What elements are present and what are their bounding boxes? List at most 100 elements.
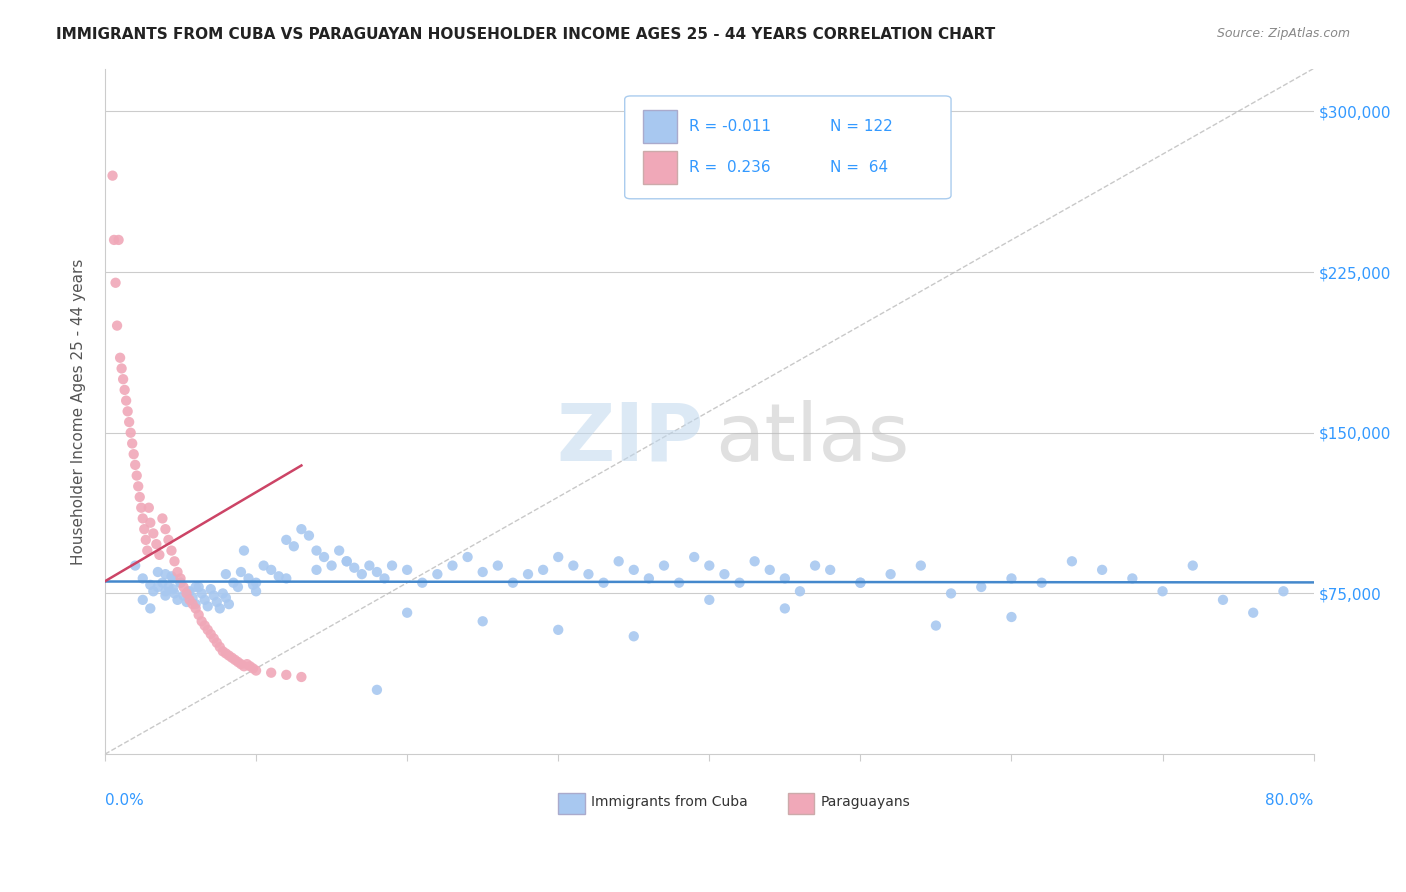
Point [114,383,136,397]
Point [697,592,720,607]
Text: N = 122: N = 122 [830,120,893,135]
Point [276,571,298,585]
Point [366,682,388,697]
Point [190,586,212,600]
Point [321,558,343,573]
Point [328,543,350,558]
Point [135,533,157,547]
Point [366,565,388,579]
Point [1000,610,1022,624]
Point [1241,606,1264,620]
Point [122,447,145,461]
Point [350,567,373,582]
Point [112,372,135,386]
Text: R =  0.236: R = 0.236 [689,161,770,176]
Point [176,595,198,609]
Point [157,580,180,594]
Point [146,565,169,579]
Point [290,522,312,536]
Point [162,571,184,585]
Point [127,479,149,493]
Point [849,575,872,590]
Point [222,575,245,590]
Point [138,500,160,515]
Point [925,618,948,632]
Point [163,554,186,568]
Point [155,584,177,599]
Point [124,458,146,472]
Point [623,629,645,643]
Point [169,575,191,590]
Point [305,543,328,558]
Point [148,548,170,562]
Point [396,606,419,620]
Point [758,563,780,577]
Point [105,318,128,333]
Point [697,558,720,573]
Point [359,558,381,573]
Point [396,563,419,577]
Point [152,511,174,525]
Point [804,558,827,573]
Point [162,582,184,596]
Point [728,575,751,590]
Point [242,578,264,592]
Point [124,558,146,573]
Y-axis label: Householder Income Ages 25 - 44 years: Householder Income Ages 25 - 44 years [72,258,86,565]
Point [224,653,246,667]
Point [132,571,155,585]
Point [290,670,312,684]
Text: Source: ZipAtlas.com: Source: ZipAtlas.com [1216,27,1350,40]
Point [194,592,217,607]
Point [200,582,222,596]
Point [215,591,238,605]
Point [173,580,195,594]
Point [121,436,143,450]
Point [110,361,132,376]
Point [1152,584,1174,599]
Point [260,563,283,577]
Point [245,584,267,599]
Point [107,233,129,247]
Point [638,571,661,585]
Point [208,640,231,654]
Point [1212,592,1234,607]
Text: 80.0%: 80.0% [1265,793,1313,808]
Point [744,554,766,568]
Point [245,664,267,678]
Point [236,657,259,672]
Point [184,601,207,615]
Text: R = -0.011: R = -0.011 [689,120,770,135]
Point [155,522,177,536]
Point [155,567,177,582]
Point [668,575,690,590]
Point [411,575,433,590]
Point [457,549,479,564]
Point [818,563,841,577]
Point [202,589,225,603]
Point [115,393,138,408]
Point [1091,563,1114,577]
Point [129,500,152,515]
Point [169,571,191,585]
Point [125,468,148,483]
Point [142,526,165,541]
Point [197,623,219,637]
Text: 0.0%: 0.0% [105,793,143,808]
Point [910,558,932,573]
Point [652,558,675,573]
Point [238,571,260,585]
Point [547,623,569,637]
Point [181,597,204,611]
Point [343,560,366,574]
Point [215,647,238,661]
Point [547,549,569,564]
Point [1000,571,1022,585]
Point [197,599,219,614]
Bar [787,792,814,814]
Bar [643,111,676,144]
Point [118,415,141,429]
Point [239,659,262,673]
Point [160,543,183,558]
Point [849,575,872,590]
